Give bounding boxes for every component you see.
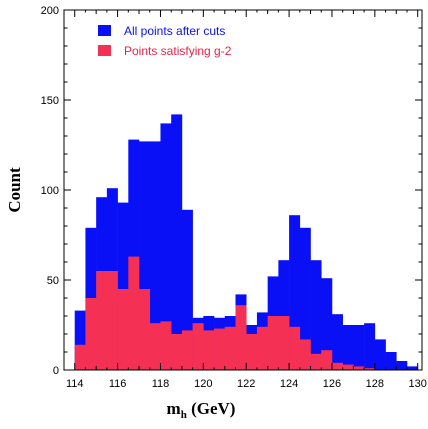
bar-series1-bin-11	[192, 323, 204, 370]
y-tick-label: 200	[41, 5, 59, 17]
legend-label-all-points: All points after cuts	[124, 24, 225, 38]
x-tick-label: 124	[280, 378, 298, 390]
bar-series0-bin-27	[364, 323, 376, 370]
bar-series0-bin-22	[310, 260, 322, 370]
y-axis-title: Count	[5, 167, 24, 213]
y-tick-label: 100	[41, 185, 59, 197]
bar-series0-bin-5	[128, 139, 140, 370]
x-axis-title: mh (GeV)	[167, 399, 236, 421]
bar-series0-bin-9	[171, 114, 183, 371]
bar-series0-bin-31	[406, 366, 419, 370]
bar-series0-bin-7	[149, 141, 161, 370]
bar-series1-bin-4	[117, 289, 129, 370]
bar-series1-bin-20	[289, 326, 301, 370]
bar-series1-bin-3	[106, 271, 118, 370]
bar-series1-bin-21	[299, 339, 311, 370]
y-tick-label: 150	[41, 95, 59, 107]
bar-series0-bin-6	[139, 141, 151, 370]
x-tick-label: 118	[152, 378, 170, 390]
y-tick-labels: 0 50 100 150 200	[41, 5, 59, 377]
y-tick-label: 0	[53, 365, 59, 377]
bar-series1-bin-25	[342, 364, 354, 370]
bar-series0-bin-20	[289, 215, 301, 370]
legend: All points after cuts Points satisfying …	[98, 24, 232, 58]
bar-series0-bin-10	[181, 209, 193, 370]
bar-series1-bin-15	[235, 305, 247, 370]
axis-ticks	[64, 9, 422, 371]
bar-series1-bin-8	[160, 321, 172, 370]
bar-series1-bin-7	[149, 323, 161, 370]
bar-series0-bin-26	[353, 325, 365, 370]
x-axis-title-sub: h	[181, 409, 187, 421]
x-tick-label: 128	[366, 378, 384, 390]
bar-series1-bin-6	[139, 289, 151, 370]
x-tick-label: 120	[194, 378, 212, 390]
bar-series0-bin-8	[160, 123, 172, 371]
x-tick-label: 114	[66, 378, 84, 390]
x-tick-label: 116	[109, 378, 127, 390]
bar-series1-bin-5	[128, 256, 140, 370]
x-tick-label: 130	[409, 378, 427, 390]
bar-series1-bin-10	[181, 330, 193, 370]
bar-series0-bin-24	[331, 314, 343, 370]
bar-series0-bin-0	[74, 310, 86, 370]
bar-series1-bin-17	[256, 326, 268, 370]
bar-series0-bin-25	[342, 325, 354, 370]
x-axis-title-main: m	[167, 399, 181, 418]
bar-series1-bin-2	[96, 271, 108, 370]
series-g2-bars	[74, 256, 376, 370]
plot-frame	[63, 9, 423, 371]
x-tick-labels: 114 116 118 120 122 124 126 128 130	[66, 378, 427, 390]
bar-series1-bin-12	[203, 330, 215, 370]
legend-swatch-all-points	[98, 25, 111, 36]
bar-series1-bin-24	[331, 362, 343, 370]
x-tick-label: 122	[237, 378, 255, 390]
bar-series0-bin-28	[374, 339, 386, 370]
bar-series0-bin-21	[299, 227, 311, 370]
bar-series1-bin-14	[224, 326, 236, 370]
legend-label-g2: Points satisfying g-2	[124, 44, 232, 58]
bar-series1-bin-9	[171, 334, 183, 370]
bar-series0-bin-23	[321, 278, 333, 370]
bar-series1-bin-16	[246, 334, 258, 370]
bar-series1-bin-19	[278, 316, 290, 370]
bar-series1-bin-22	[310, 353, 322, 370]
bar-series0-bin-29	[385, 352, 397, 370]
bar-series1-bin-23	[321, 350, 333, 370]
bar-series1-bin-27	[364, 368, 376, 370]
bar-series1-bin-1	[85, 298, 97, 370]
bar-series0-bin-4	[117, 202, 129, 370]
bar-series0-bin-30	[396, 361, 408, 370]
y-tick-label: 50	[47, 275, 59, 287]
x-axis-title-unit: (GeV)	[187, 399, 236, 418]
bar-series1-bin-18	[267, 316, 279, 370]
x-tick-label: 126	[323, 378, 341, 390]
bar-series1-bin-0	[74, 344, 86, 370]
legend-swatch-g2	[98, 45, 111, 56]
bar-series1-bin-13	[214, 328, 226, 370]
bar-series0-bin-19	[278, 260, 290, 370]
bar-series1-bin-26	[353, 366, 365, 370]
